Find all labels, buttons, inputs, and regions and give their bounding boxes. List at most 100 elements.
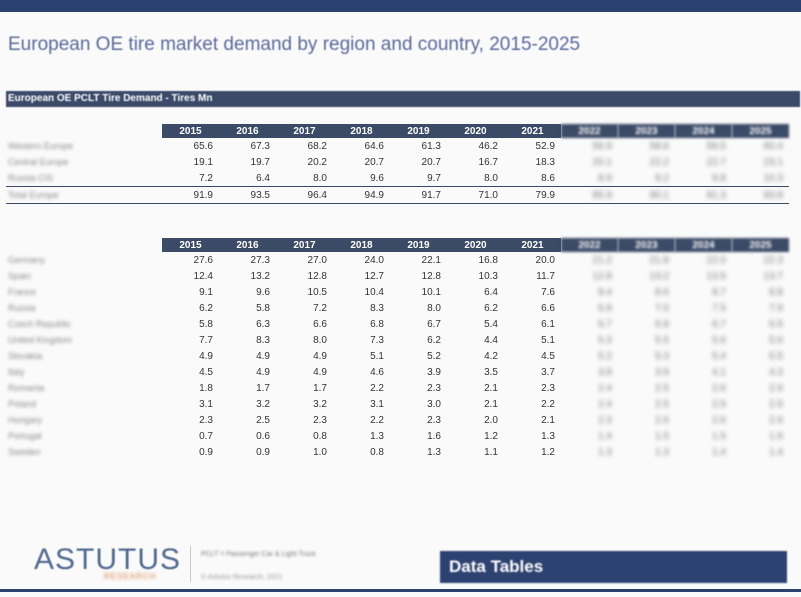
year-header: 2023: [618, 238, 675, 252]
value-cell: 2.6: [712, 382, 726, 394]
value-cell: 6.8: [370, 318, 384, 330]
table-row: Spain 12.4 13.2 12.8 12.7 12.8 10.3 11.7 12.8 13.…: [6, 268, 789, 284]
value-cell: 0.9: [256, 446, 270, 458]
value-cell: 1.3: [427, 446, 441, 458]
value-cell: 1.7: [256, 382, 270, 394]
year-header: 2015: [162, 124, 219, 138]
value-cell: 6.4: [256, 172, 270, 184]
value-cell: 2.2: [370, 382, 384, 394]
year-header: 2025: [732, 124, 789, 138]
table-row: Central Europe 19.1 19.7 20.2 20.7 20.7 16.7 18…: [6, 154, 789, 170]
value-cell: 2.3: [427, 382, 441, 394]
country-demand-table: 2015 2016 2017 2018 2019 2020 2021 2022 2023 2024…: [6, 238, 789, 460]
value-cell: 1.8: [199, 382, 213, 394]
year-header: 2018: [333, 124, 390, 138]
value-cell: 67.3: [250, 140, 270, 152]
year-header: 2022: [561, 238, 618, 252]
value-cell: 6.8: [655, 318, 669, 330]
value-cell: 1.4: [598, 430, 612, 442]
value-cell: 6.3: [256, 318, 270, 330]
value-cell: 13.2: [649, 270, 669, 282]
year-header: 2025: [732, 238, 789, 252]
value-cell: 9.7: [427, 172, 441, 184]
value-cell: 4.9: [313, 366, 327, 378]
value-cell: 8.6: [541, 172, 555, 184]
value-cell: 5.8: [199, 318, 213, 330]
value-cell: 4.4: [484, 334, 498, 346]
value-cell: 5.4: [712, 350, 726, 362]
value-cell: 2.2: [541, 398, 555, 410]
value-cell: 24.0: [364, 254, 384, 266]
value-cell: 79.9: [504, 186, 561, 204]
value-cell: 3.1: [370, 398, 384, 410]
value-cell: 3.9: [655, 366, 669, 378]
value-cell: 2.6: [769, 382, 783, 394]
value-cell: 5.1: [541, 334, 555, 346]
value-cell: 8.3: [256, 334, 270, 346]
value-cell: 16.8: [478, 254, 498, 266]
value-cell: 2.4: [598, 398, 612, 410]
row-label: Germany: [8, 255, 46, 265]
value-cell: 7.7: [199, 334, 213, 346]
table-row: Western Europe 65.6 67.3 68.2 64.6 61.3 46.2 52…: [6, 138, 789, 154]
row-label: United Kingdom: [8, 335, 73, 345]
year-header: 2017: [276, 124, 333, 138]
value-cell: 22.0: [706, 254, 726, 266]
value-cell: 0.7: [199, 430, 213, 442]
value-cell: 0.8: [370, 446, 384, 458]
value-cell: 8.8: [769, 286, 783, 298]
value-cell: 5.4: [484, 318, 498, 330]
value-cell: 3.0: [427, 398, 441, 410]
value-cell: 1.3: [655, 446, 669, 458]
value-cell: 90.1: [618, 186, 675, 204]
value-cell: 1.0: [313, 446, 327, 458]
value-cell: 4.9: [256, 366, 270, 378]
value-cell: 3.2: [313, 398, 327, 410]
value-cell: 8.9: [598, 172, 612, 184]
value-cell: 2.3: [199, 414, 213, 426]
value-cell: 5.3: [598, 334, 612, 346]
value-cell: 19.7: [250, 156, 270, 168]
year-header: 2021: [504, 124, 561, 138]
value-cell: 21.2: [592, 254, 612, 266]
value-cell: 4.5: [199, 366, 213, 378]
value-cell: 21.8: [649, 254, 669, 266]
value-cell: 27.0: [307, 254, 327, 266]
value-cell: 2.1: [484, 398, 498, 410]
value-cell: 8.6: [655, 286, 669, 298]
value-cell: 5.5: [769, 350, 783, 362]
value-cell: 94.9: [333, 186, 390, 204]
value-cell: 93.5: [219, 186, 276, 204]
value-cell: 6.1: [541, 318, 555, 330]
value-cell: 9.6: [370, 172, 384, 184]
year-header: 2024: [675, 124, 732, 138]
value-cell: 0.8: [313, 430, 327, 442]
value-cell: 3.9: [427, 366, 441, 378]
value-cell: 8.0: [484, 172, 498, 184]
value-cell: 6.2: [427, 334, 441, 346]
year-header: 2022: [561, 124, 618, 138]
value-cell: 1.3: [370, 430, 384, 442]
value-cell: 2.6: [769, 414, 783, 426]
value-cell: 64.6: [364, 140, 384, 152]
table-row: Italy 4.5 4.9 4.9 4.6 3.9 3.5 3.7 3.8 3.9 4.1 4.3: [6, 364, 789, 380]
value-cell: 1.6: [427, 430, 441, 442]
value-cell: 3.5: [484, 366, 498, 378]
value-cell: 7.2: [199, 172, 213, 184]
value-cell: 7.3: [370, 334, 384, 346]
value-cell: 6.8: [598, 302, 612, 314]
value-cell: 6.7: [598, 318, 612, 330]
astutus-logo-subtitle: RESEARCH: [104, 572, 157, 581]
value-cell: 2.3: [598, 414, 612, 426]
row-label: Czech Republic: [8, 319, 72, 329]
value-cell: 2.3: [541, 382, 555, 394]
data-tables-label: Data Tables: [440, 551, 787, 583]
value-cell: 1.5: [655, 430, 669, 442]
year-header: 2017: [276, 238, 333, 252]
value-cell: 8.0: [313, 334, 327, 346]
value-cell: 2.6: [655, 414, 669, 426]
value-cell: 22.3: [763, 254, 783, 266]
value-cell: 8.0: [427, 302, 441, 314]
value-cell: 0.6: [256, 430, 270, 442]
value-cell: 9.6: [256, 286, 270, 298]
